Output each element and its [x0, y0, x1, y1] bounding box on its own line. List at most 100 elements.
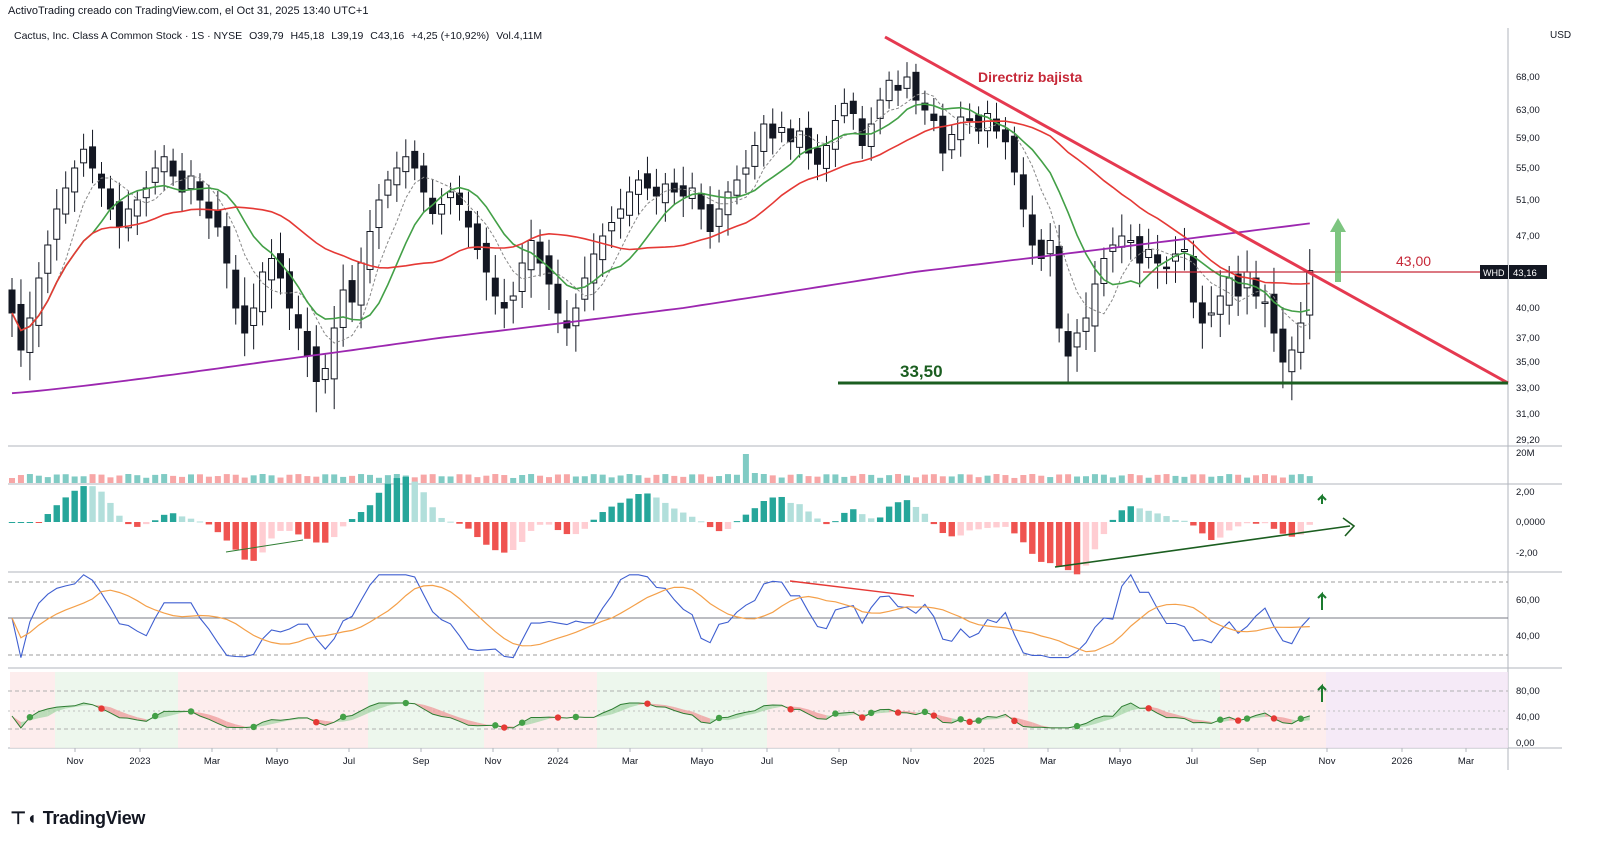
histogram-bar: [331, 522, 338, 538]
volume-bar: [277, 477, 284, 483]
volume-bar: [358, 474, 365, 483]
volume-bar: [1038, 475, 1045, 483]
rsi-up-arrow-icon: [1317, 591, 1327, 610]
currency-label[interactable]: USD: [1550, 30, 1572, 41]
candle-body: [223, 226, 231, 264]
volume-bar: [152, 474, 159, 483]
candle-body: [796, 130, 804, 148]
histogram-bar: [1109, 519, 1117, 522]
histogram-bar: [903, 500, 911, 522]
candle-body: [831, 120, 839, 150]
histogram-bar: [456, 522, 463, 524]
histogram-bar: [1055, 522, 1063, 567]
volume-bar: [107, 477, 114, 483]
time-tick-label: Mayo: [265, 756, 288, 767]
volume-bar: [1109, 477, 1116, 483]
rsi-divergence-line: [789, 580, 915, 597]
candle-body: [1270, 293, 1278, 334]
ticker-badge-bg: [1480, 265, 1508, 279]
oscillator-fill: [620, 703, 630, 712]
candle-body: [491, 277, 499, 297]
volume-bar: [716, 476, 723, 483]
oscillator-fill: [629, 703, 639, 708]
candle-body: [867, 123, 875, 147]
candle-body: [617, 208, 625, 219]
oscillator-zone-bg: [1326, 672, 1508, 748]
candle-body: [661, 183, 669, 204]
ma-green-line: [11, 103, 1310, 332]
candle-body: [554, 283, 562, 314]
ohlc-low: L39,19: [331, 30, 364, 42]
histogram-bar: [214, 522, 222, 533]
volume-bar: [331, 474, 338, 483]
tradingview-logo: ⊤◖ TradingView: [10, 808, 145, 829]
volume-bar: [465, 474, 472, 483]
oscillator-tick-label: 80,00: [1516, 686, 1540, 697]
histogram-bar: [1288, 522, 1296, 537]
oscillator-fill: [450, 714, 460, 722]
oscillator-cross-dot: [930, 712, 938, 719]
candle-body: [196, 181, 204, 201]
candle-body: [652, 186, 660, 197]
oscillator-fill: [199, 712, 209, 720]
oscillator-tick-label: 40,00: [1516, 712, 1540, 723]
oscillator-fill: [1282, 717, 1292, 724]
histogram-bar: [134, 522, 141, 527]
candle-body: [1180, 249, 1188, 253]
histogram-bar: [187, 518, 195, 522]
histogram-bar: [993, 522, 1000, 528]
oscillator-cross-dot: [152, 712, 159, 720]
volume-bar: [1270, 475, 1277, 483]
candle-body: [1037, 239, 1045, 259]
oscillator-fill: [692, 711, 702, 723]
histogram-bar: [644, 493, 651, 522]
oscillator-fill: [1032, 722, 1042, 728]
volume-bar: [1074, 476, 1081, 483]
histogram-bar: [295, 522, 302, 535]
volume-bar: [1235, 474, 1242, 483]
volume-bar: [519, 475, 526, 483]
candle-body: [115, 201, 123, 228]
candle-body: [89, 146, 97, 169]
oscillator-fill: [602, 709, 612, 717]
oscillator-fill: [459, 717, 469, 726]
candle-body: [482, 242, 490, 273]
oscillator-zone-bg: [1220, 672, 1326, 748]
oscillator-fill: [468, 720, 478, 726]
volume-bar: [563, 474, 570, 483]
candle-body: [1198, 302, 1206, 324]
price-tick-label: 55,00: [1516, 163, 1540, 174]
candle-body: [124, 208, 132, 229]
volume-bar: [429, 474, 436, 483]
candle-body: [500, 302, 508, 309]
histogram-bar: [1020, 522, 1027, 543]
volume-bar: [384, 475, 391, 483]
histogram-bar: [80, 486, 87, 522]
histogram-bar: [89, 486, 96, 522]
histogram-bar: [465, 522, 472, 529]
oscillator-cross-dot: [554, 714, 562, 721]
oscillator-cross-dot: [921, 708, 929, 716]
oscillator-fill: [1157, 708, 1167, 718]
histogram-bar: [671, 508, 678, 522]
histogram-tick-label: -2,00: [1516, 548, 1538, 559]
histogram-bar: [501, 522, 508, 553]
candle-body: [787, 128, 795, 143]
candle-body: [1216, 295, 1224, 315]
candle-body: [1306, 270, 1314, 316]
histogram-bar: [930, 522, 938, 525]
histogram-bar: [778, 496, 785, 522]
ohlc-high: H45,18: [290, 30, 325, 42]
volume-bar: [1047, 477, 1054, 483]
oscillator-cross-dot: [1217, 716, 1224, 723]
symbol-name[interactable]: Cactus, Inc. Class A Common Stock · 1S ·…: [14, 30, 243, 42]
volume-bar: [877, 477, 884, 483]
volume-bar: [62, 474, 69, 483]
volume-bar: [733, 474, 740, 483]
histogram-bar: [259, 522, 266, 553]
rsi-line: [11, 573, 1311, 659]
histogram-bar: [1234, 522, 1242, 527]
oscillator-cross-dot: [402, 699, 409, 707]
candle-body: [688, 187, 696, 199]
